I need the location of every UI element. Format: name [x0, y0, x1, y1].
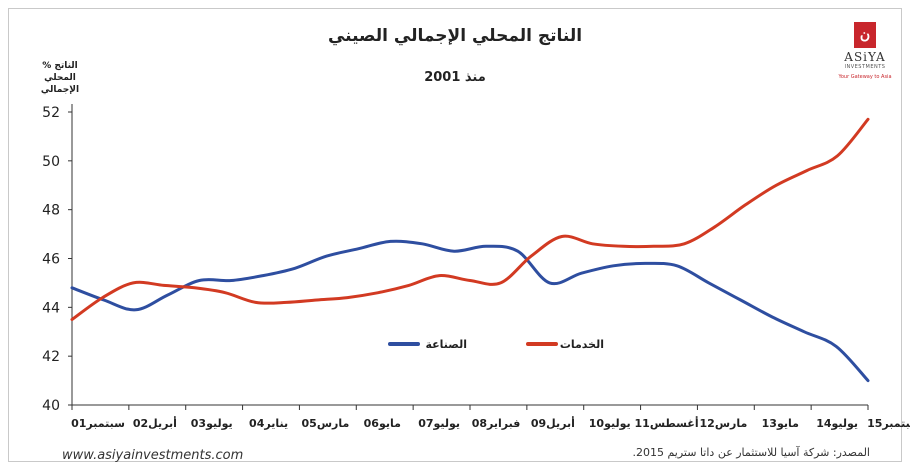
x-tick-label: فبراير08 [472, 417, 521, 430]
y-tick-label: 48 [42, 203, 60, 219]
chart-frame [8, 8, 902, 462]
y-axis-label: % الناتج المحلي الإجمالي [40, 61, 80, 95]
logo-name: ASiYA [844, 50, 886, 64]
x-tick-label: يوليو03 [191, 417, 233, 430]
legend-label-industry: الصناعة [425, 338, 467, 351]
y-tick-label: 52 [42, 105, 60, 121]
logo-mark: ن [854, 22, 876, 48]
x-tick-label: يوليو14 [816, 417, 858, 430]
chart-title: الناتج المحلي الإجمالي الصيني [327, 26, 583, 46]
x-tick-label: مايو13 [762, 417, 799, 430]
logo-subtitle: INVESTMENTS [844, 64, 886, 70]
legend-label-services: الخدمات [560, 338, 604, 351]
x-tick-label: يوليو10 [589, 417, 631, 430]
y-tick-label: 44 [42, 300, 60, 316]
x-tick-label: أبريل09 [531, 416, 575, 430]
website-link[interactable]: www.asiyainvestments.com [62, 448, 244, 463]
series-line-industry [70, 239, 870, 383]
x-tick-label: أغسطس11 [635, 416, 699, 430]
y-tick-label: 46 [42, 252, 60, 268]
x-tick-label: مارس12 [700, 417, 748, 430]
logo-tagline: Your Gateway to Asia [838, 74, 892, 80]
y-tick-label: 50 [42, 154, 60, 170]
x-tick-label: سبتمبر15 [867, 417, 910, 430]
x-tick-label: يوليو07 [418, 417, 460, 430]
series-line-services [70, 117, 870, 321]
x-tick-label: يناير04 [249, 417, 288, 430]
asiya-logo: ن ASiYA INVESTMENTS Your Gateway to Asia [832, 22, 898, 80]
source-note: المصدر: شركة آسيا للاستثمار عن داتا ستري… [632, 446, 870, 459]
y-tick-label: 40 [42, 398, 60, 414]
x-tick-label: مارس05 [302, 417, 350, 430]
x-tick-label: سبتمبر01 [71, 417, 125, 430]
chart-subtitle: منذ 2001 [424, 70, 486, 85]
x-tick-label: مايو06 [364, 417, 401, 430]
x-tick-label: أبريل02 [133, 416, 177, 430]
y-tick-label: 42 [42, 349, 60, 365]
